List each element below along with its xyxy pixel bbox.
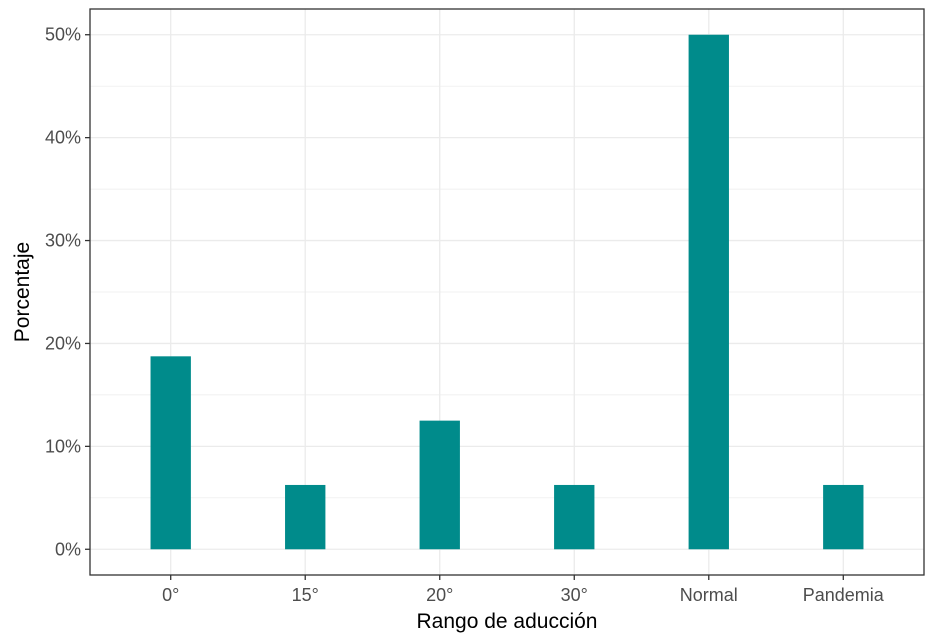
bar (688, 34, 729, 550)
x-axis-title: Rango de aducción (417, 610, 598, 633)
bar (554, 484, 595, 550)
y-tick-label: 50% (45, 25, 81, 45)
x-tick-label: 20° (426, 585, 453, 605)
x-tick-label: 30° (561, 585, 588, 605)
y-tick-label: 10% (45, 436, 81, 456)
y-axis-title: Porcentaje (11, 242, 34, 342)
bar (285, 484, 326, 550)
x-axis-ticks: 0° 15° 20° 30° Normal Pandemia (162, 575, 885, 605)
y-tick-label: 20% (45, 333, 81, 353)
y-tick-label: 0% (55, 539, 81, 559)
panel-border (89, 8, 925, 576)
minor-gridlines (90, 85, 924, 499)
x-tick-label: Normal (680, 585, 738, 605)
bar (419, 420, 460, 550)
y-tick-label: 30% (45, 231, 81, 251)
bars-group (150, 34, 864, 550)
x-tick-label: Pandemia (803, 585, 885, 605)
x-tick-label: 0° (162, 585, 179, 605)
x-tick-label: 15° (292, 585, 319, 605)
bar (823, 484, 864, 550)
y-axis-ticks: 0% 10% 20% 30% 40% 50% (45, 25, 90, 559)
y-tick-label: 40% (45, 128, 81, 148)
bar (150, 356, 191, 550)
